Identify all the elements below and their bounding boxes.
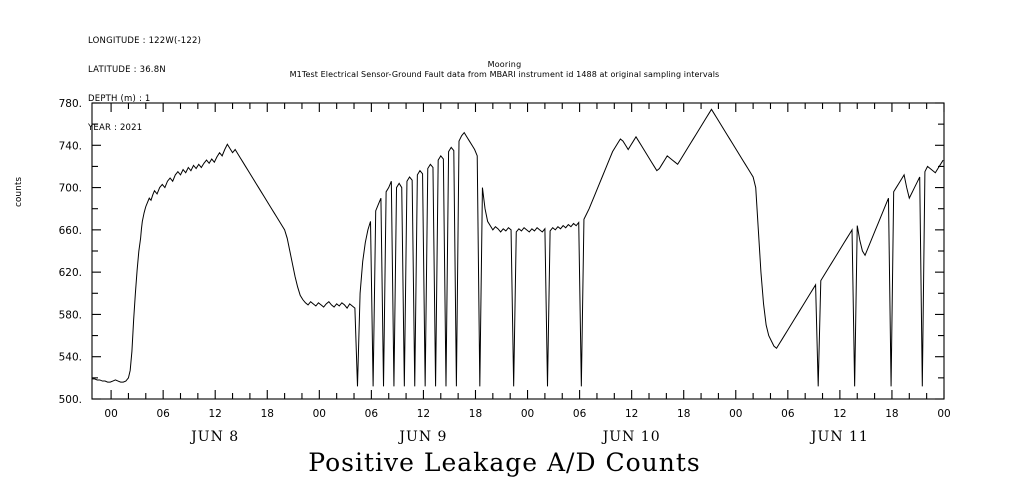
x-tick-label: 00 bbox=[729, 408, 742, 420]
metadata-block: LONGITUDE : 122W(-122) LATITUDE : 36.8N … bbox=[88, 18, 201, 152]
x-tick-label: 06 bbox=[573, 408, 587, 420]
x-tick-label: 06 bbox=[365, 408, 379, 420]
x-tick-label: 18 bbox=[469, 408, 482, 420]
x-tick-label: 00 bbox=[937, 408, 950, 420]
x-day-label: JUN 10 bbox=[601, 429, 661, 445]
x-tick-label: 12 bbox=[209, 408, 222, 420]
x-day-label: JUN 9 bbox=[397, 429, 447, 445]
x-tick-label: 12 bbox=[417, 408, 430, 420]
metadata-latitude: LATITUDE : 36.8N bbox=[88, 64, 166, 75]
y-tick-label: 620. bbox=[59, 267, 82, 279]
y-tick-label: 580. bbox=[59, 309, 82, 321]
y-tick-label: 780. bbox=[59, 98, 82, 110]
x-tick-label: 12 bbox=[625, 408, 638, 420]
x-tick-label: 18 bbox=[885, 408, 898, 420]
x-tick-label: 06 bbox=[781, 408, 795, 420]
mooring-label: Mooring bbox=[487, 60, 522, 69]
y-tick-label: 500. bbox=[59, 394, 82, 406]
data-series-line bbox=[92, 108, 944, 387]
x-tick-label: 12 bbox=[833, 408, 846, 420]
metadata-longitude: LONGITUDE : 122W(-122) bbox=[88, 36, 202, 47]
x-day-label: JUN 8 bbox=[189, 429, 239, 445]
x-tick-label: 18 bbox=[261, 408, 274, 420]
metadata-year: YEAR : 2021 bbox=[88, 122, 143, 133]
chart-subtitle: M1Test Electrical Sensor-Ground Fault da… bbox=[289, 70, 720, 79]
plot-frame bbox=[91, 102, 945, 400]
x-tick-label: 18 bbox=[677, 408, 690, 420]
y-tick-label: 540. bbox=[59, 352, 82, 364]
x-tick-label: 00 bbox=[104, 408, 117, 420]
x-tick-label: 06 bbox=[156, 408, 170, 420]
metadata-depth: DEPTH (m) : 1 bbox=[88, 93, 151, 104]
y-tick-label: 700. bbox=[59, 183, 82, 195]
x-tick-label: 00 bbox=[521, 408, 534, 420]
y-tick-label: 660. bbox=[59, 225, 82, 237]
y-tick-label: 740. bbox=[59, 140, 82, 152]
page-title: Positive Leakage A/D Counts bbox=[308, 448, 701, 477]
x-tick-label: 00 bbox=[313, 408, 326, 420]
x-day-label: JUN 11 bbox=[809, 429, 869, 445]
